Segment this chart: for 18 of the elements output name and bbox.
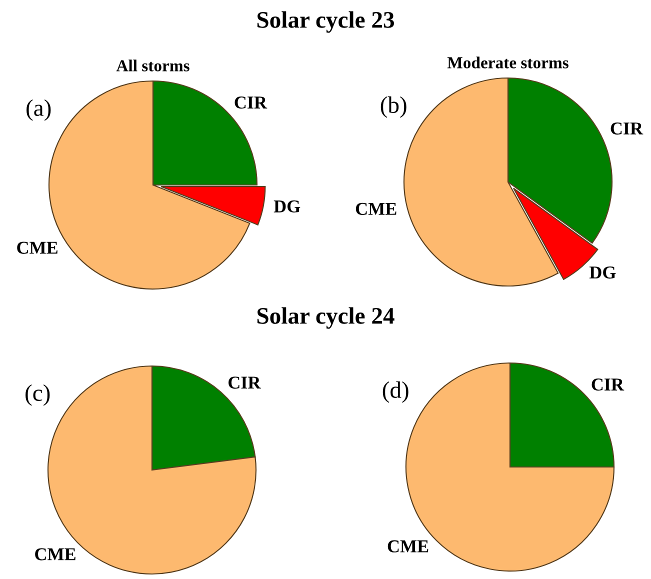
text: (b) [380, 96, 406, 118]
chart-subtitle: Moderate storms [447, 56, 568, 68]
text: (a) [26, 99, 51, 121]
slice-label: CIR [228, 376, 261, 389]
chart-subtitle: All storms [116, 60, 190, 72]
text: (c) [26, 384, 50, 406]
slice-label: DG [274, 200, 300, 213]
chart-title: Solar cycle 23 [257, 11, 394, 33]
slice-label: CME [17, 242, 58, 254]
slice-label: DG [589, 266, 616, 279]
text: (d) [382, 381, 408, 403]
text: Solar cycle 24 [257, 307, 394, 329]
slice-label: CIR [592, 378, 624, 391]
slice-label: CIR [610, 122, 644, 135]
slice-label: CME [356, 202, 396, 215]
slice-label: CIR [234, 96, 268, 109]
slice-label: CME [388, 540, 428, 552]
slice-label: CME [35, 548, 76, 560]
